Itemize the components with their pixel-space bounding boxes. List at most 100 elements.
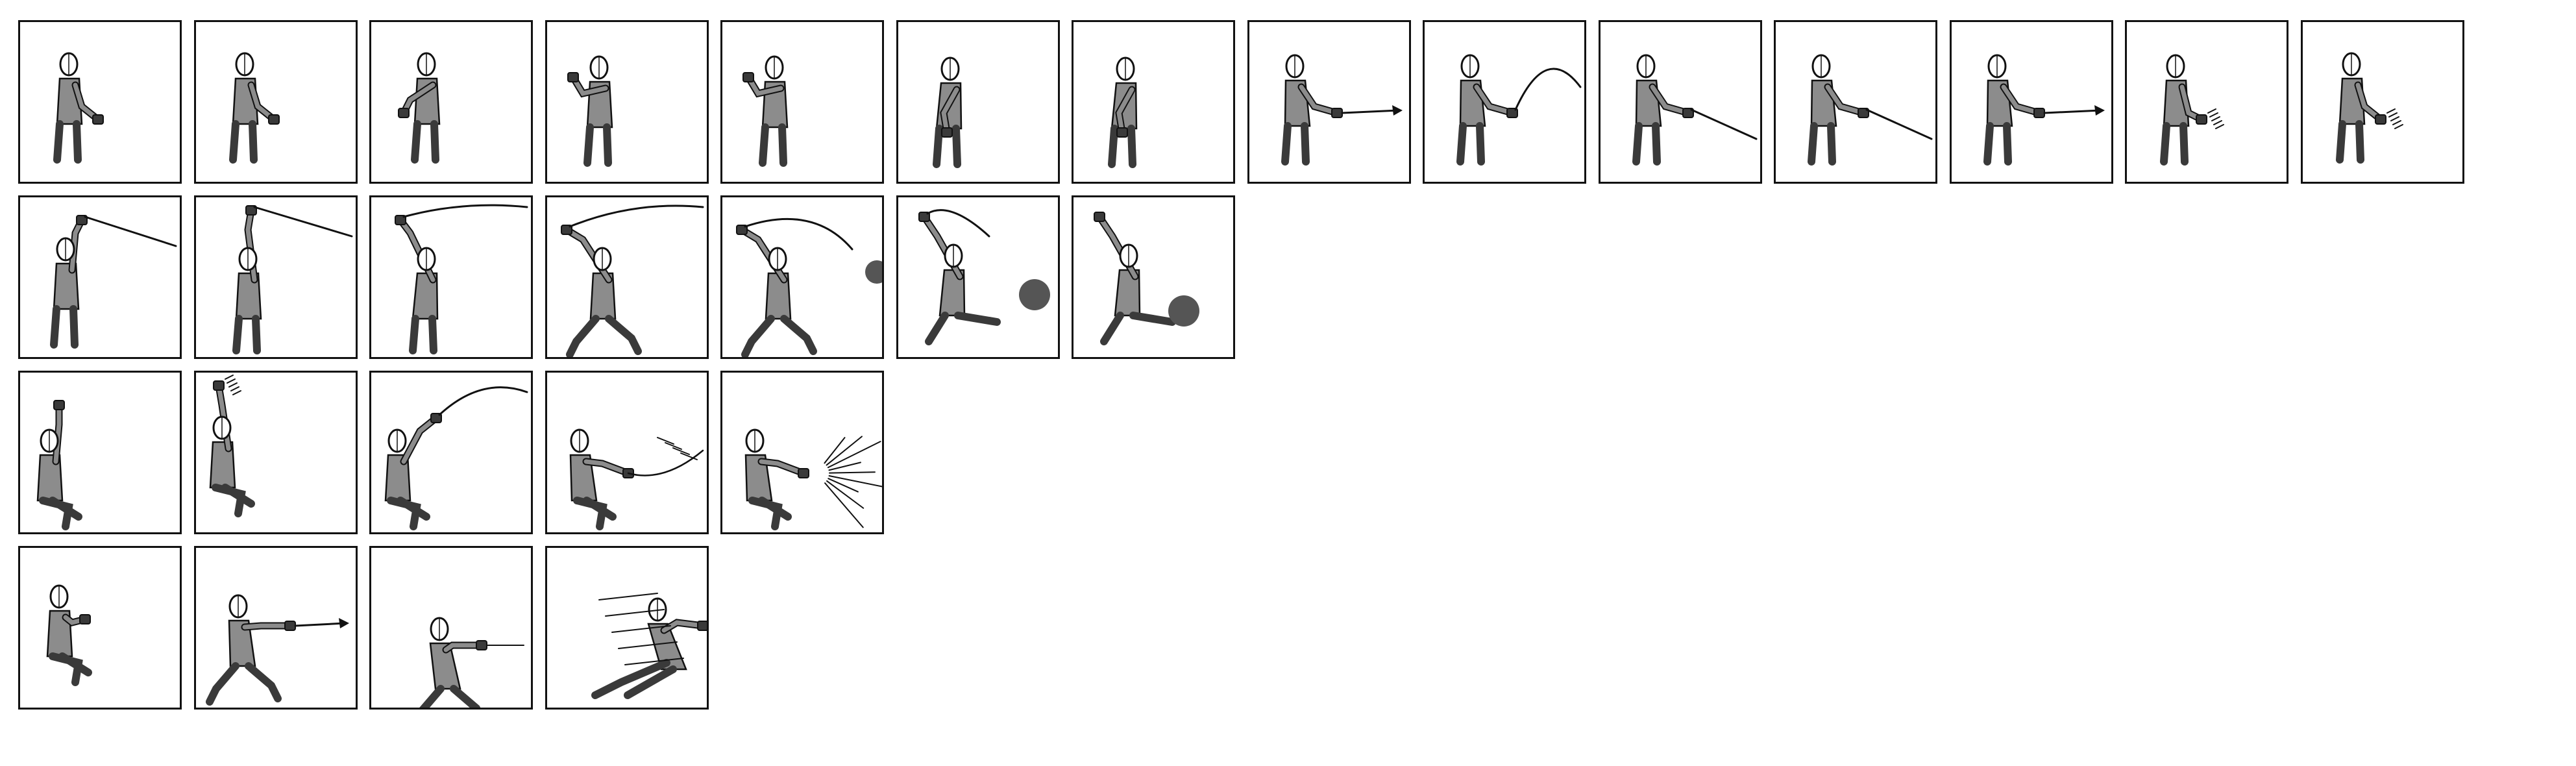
frame-drawing <box>744 428 882 530</box>
frame-drawing <box>232 205 353 354</box>
frame-drawing <box>229 52 280 164</box>
figure <box>742 55 789 167</box>
figure <box>53 52 104 164</box>
effect-arrow <box>294 618 349 628</box>
torso <box>46 610 73 658</box>
effect-whip-straight <box>1690 108 1758 140</box>
spark <box>2213 120 2222 125</box>
frame-drawing <box>206 594 349 706</box>
arrow-head <box>339 618 349 628</box>
frame-whip-crack-standing-11 <box>1774 20 1937 184</box>
legs <box>1108 125 1136 168</box>
hand <box>245 205 257 216</box>
hand <box>395 215 406 225</box>
effect-whip-straight <box>84 216 177 247</box>
effect-arrow <box>2043 105 2105 116</box>
hand <box>92 114 104 125</box>
frame-drawing <box>1632 54 1758 166</box>
effect-whip-curve <box>402 204 528 218</box>
speed-line <box>624 658 684 665</box>
legs <box>933 125 961 168</box>
figure <box>1632 54 1694 166</box>
hand <box>736 225 748 235</box>
whip-line <box>926 209 990 238</box>
hand <box>53 400 65 410</box>
frame-whip-overhead-swing-1 <box>18 195 182 359</box>
figure <box>1108 56 1138 168</box>
frame-whip-crack-standing-1 <box>18 20 182 184</box>
frame-crouch-sweep-1 <box>18 371 182 534</box>
hand <box>918 212 930 222</box>
frame-drawing <box>419 617 524 708</box>
legs <box>50 305 79 349</box>
frame-drawing <box>1808 54 1933 166</box>
frame-whip-crack-standing-4 <box>545 20 709 184</box>
whip-line <box>84 216 177 247</box>
legs <box>573 497 617 530</box>
arm-fill <box>661 620 705 633</box>
legs <box>1281 122 1310 166</box>
frame-drawing <box>1983 54 2105 166</box>
burst-line <box>828 471 876 474</box>
legs <box>411 120 439 164</box>
figure <box>591 597 707 699</box>
frame-drawing <box>384 386 528 530</box>
hand <box>213 380 225 391</box>
arm-fill <box>401 415 439 464</box>
frame-lunge-strike-1 <box>18 546 182 710</box>
hand <box>941 127 953 138</box>
effect-whip-straight <box>253 206 353 238</box>
figure <box>232 205 262 354</box>
motion-line <box>657 437 674 445</box>
slash-line <box>627 449 704 476</box>
legs <box>1100 312 1176 345</box>
hand <box>1858 108 1869 118</box>
frame-whip-crack-standing-6 <box>896 20 1060 184</box>
figure <box>1094 212 1176 345</box>
hand <box>2033 108 2045 118</box>
legs <box>1632 122 1661 166</box>
burst-line <box>828 462 861 471</box>
frame-whip-overhead-swing-4 <box>545 195 709 359</box>
whip-line <box>569 204 704 228</box>
spark <box>2394 124 2403 129</box>
arm-fill <box>1116 87 1135 135</box>
hand <box>697 621 707 631</box>
hand <box>2196 114 2207 125</box>
speed-line <box>605 609 665 617</box>
effect-slash-burst <box>824 436 882 528</box>
legs <box>229 120 258 164</box>
frame-whip-overhead-swing-3 <box>369 195 533 359</box>
figure <box>561 225 642 357</box>
legs <box>232 315 261 354</box>
figure <box>384 413 442 530</box>
frame-crouch-sweep-4 <box>545 371 709 534</box>
torso <box>429 642 461 690</box>
spark <box>2388 112 2398 117</box>
whip-line <box>1865 108 1933 140</box>
effect-whip-curve <box>438 386 528 416</box>
effect-ball <box>926 209 1050 310</box>
legs <box>2160 122 2189 166</box>
whip-line <box>253 206 353 238</box>
frame-drawing <box>918 209 1050 345</box>
frame-drawing <box>46 584 92 686</box>
frame-whip-crack-standing-13 <box>2125 20 2288 184</box>
spark <box>2209 112 2218 117</box>
whip-line <box>1690 108 1758 140</box>
frame-crouch-sweep-2 <box>194 371 358 534</box>
frame-drawing <box>50 215 177 349</box>
legs <box>409 315 437 354</box>
figure <box>36 400 82 530</box>
burst-line <box>828 475 882 488</box>
frame-drawing <box>53 52 104 164</box>
effect-whip-curve <box>569 204 704 228</box>
motion-line <box>680 452 698 460</box>
torso <box>228 619 256 667</box>
torso <box>1810 79 1837 127</box>
figure <box>395 215 439 354</box>
speed-line <box>618 641 678 649</box>
effect-whip-ball <box>744 217 882 284</box>
frame-drawing <box>1281 54 1403 166</box>
arrow-head <box>2094 105 2105 116</box>
